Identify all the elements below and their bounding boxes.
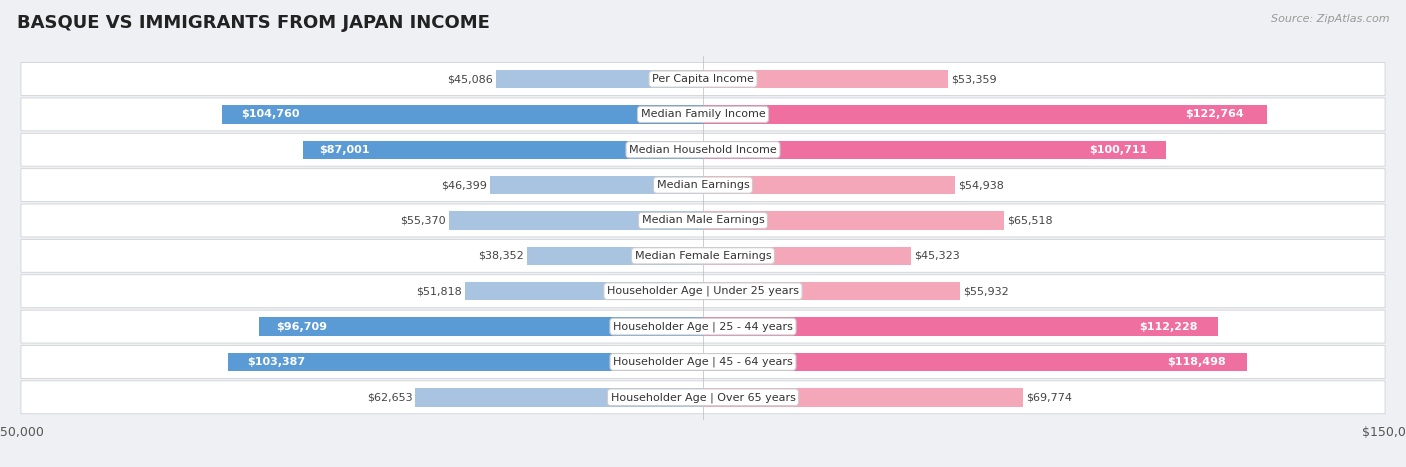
Text: Median Family Income: Median Family Income [641, 109, 765, 120]
FancyBboxPatch shape [21, 63, 1385, 95]
Bar [304, 141, 703, 159]
Text: Median Male Earnings: Median Male Earnings [641, 215, 765, 226]
Text: $112,228: $112,228 [1139, 322, 1198, 332]
Text: $45,323: $45,323 [914, 251, 960, 261]
Bar [703, 105, 1267, 124]
Text: $65,518: $65,518 [1007, 215, 1052, 226]
Text: $53,359: $53,359 [950, 74, 997, 84]
FancyBboxPatch shape [21, 310, 1385, 343]
FancyBboxPatch shape [21, 275, 1385, 308]
Bar [222, 105, 703, 124]
Bar [449, 211, 703, 230]
Bar [228, 353, 703, 371]
Bar [703, 388, 1024, 406]
Text: $51,818: $51,818 [416, 286, 463, 296]
Text: Median Household Income: Median Household Income [628, 145, 778, 155]
Text: $118,498: $118,498 [1167, 357, 1226, 367]
FancyBboxPatch shape [21, 204, 1385, 237]
FancyBboxPatch shape [21, 133, 1385, 166]
Text: Householder Age | Under 25 years: Householder Age | Under 25 years [607, 286, 799, 297]
FancyBboxPatch shape [21, 381, 1385, 414]
Text: $38,352: $38,352 [478, 251, 524, 261]
Text: $54,938: $54,938 [957, 180, 1004, 190]
Text: $96,709: $96,709 [277, 322, 328, 332]
Bar [415, 388, 703, 406]
Text: Median Female Earnings: Median Female Earnings [634, 251, 772, 261]
Text: $55,370: $55,370 [401, 215, 446, 226]
Text: $45,086: $45,086 [447, 74, 494, 84]
Bar [489, 176, 703, 194]
Text: Householder Age | 25 - 44 years: Householder Age | 25 - 44 years [613, 321, 793, 332]
Text: $100,711: $100,711 [1088, 145, 1147, 155]
Bar [703, 176, 955, 194]
Text: $87,001: $87,001 [319, 145, 370, 155]
Text: $69,774: $69,774 [1026, 392, 1073, 402]
Text: $122,764: $122,764 [1185, 109, 1244, 120]
Bar [259, 318, 703, 336]
Bar [527, 247, 703, 265]
Bar [496, 70, 703, 88]
Text: $103,387: $103,387 [247, 357, 305, 367]
FancyBboxPatch shape [21, 98, 1385, 131]
Text: Median Earnings: Median Earnings [657, 180, 749, 190]
FancyBboxPatch shape [21, 240, 1385, 272]
Bar [465, 282, 703, 300]
Text: BASQUE VS IMMIGRANTS FROM JAPAN INCOME: BASQUE VS IMMIGRANTS FROM JAPAN INCOME [17, 14, 489, 32]
FancyBboxPatch shape [21, 346, 1385, 378]
Bar [703, 70, 948, 88]
FancyBboxPatch shape [21, 169, 1385, 202]
Bar [703, 282, 960, 300]
Bar [703, 211, 1004, 230]
Bar [703, 353, 1247, 371]
Text: $46,399: $46,399 [441, 180, 486, 190]
Text: Source: ZipAtlas.com: Source: ZipAtlas.com [1271, 14, 1389, 24]
Text: Householder Age | Over 65 years: Householder Age | Over 65 years [610, 392, 796, 403]
Bar [703, 141, 1166, 159]
Text: $62,653: $62,653 [367, 392, 412, 402]
Bar [703, 318, 1219, 336]
Bar [703, 247, 911, 265]
Text: $104,760: $104,760 [240, 109, 299, 120]
Text: $55,932: $55,932 [963, 286, 1008, 296]
Text: Per Capita Income: Per Capita Income [652, 74, 754, 84]
Text: Householder Age | 45 - 64 years: Householder Age | 45 - 64 years [613, 357, 793, 367]
